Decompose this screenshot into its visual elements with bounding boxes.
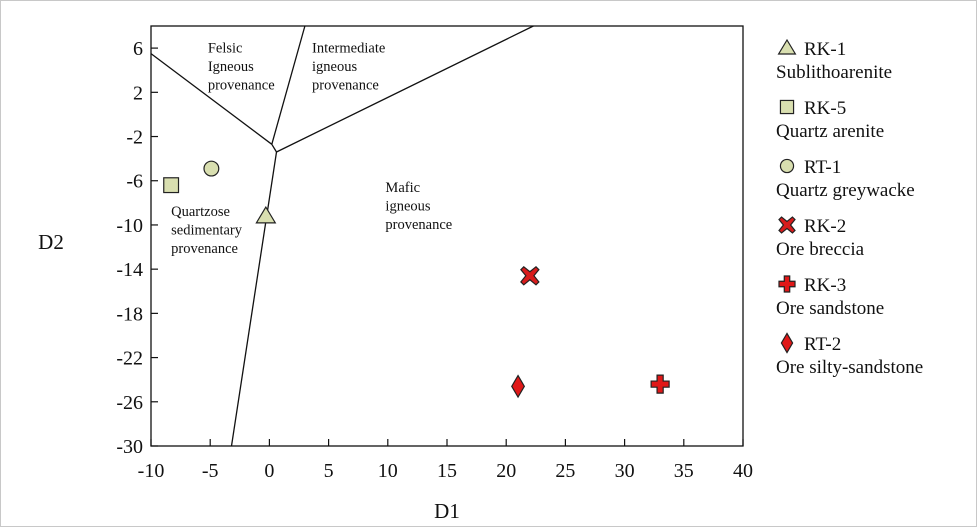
- provenance-boundaries: [150, 25, 534, 447]
- data-point-rk-5: [163, 177, 180, 194]
- legend-series-description: Ore sandstone: [776, 298, 884, 319]
- y-tick-label: -14: [116, 259, 143, 281]
- x-tick-label: 10: [378, 460, 398, 482]
- region-label: Mafic igneous provenance: [385, 180, 452, 233]
- region-label-line: provenance: [171, 241, 238, 257]
- region-label-line: Mafic: [385, 180, 420, 196]
- legend-series-name: RT-2: [804, 334, 841, 355]
- data-point-rk-1: [255, 205, 277, 224]
- legend-marker-cross-icon: [778, 275, 796, 293]
- region-label-line: Igneous: [208, 59, 254, 75]
- y-axis-title: D2: [38, 230, 64, 254]
- legend-series-description: Sublithoarenite: [776, 62, 892, 83]
- legend-marker-square-icon: [779, 99, 795, 115]
- y-tick-label: -30: [116, 436, 143, 458]
- legend-series-name: RK-1: [804, 39, 846, 60]
- y-tick-label: -6: [126, 171, 143, 193]
- x-tick-label: -10: [138, 460, 165, 482]
- x-tick-label: 20: [496, 460, 516, 482]
- legend-series-description: Ore breccia: [776, 239, 865, 260]
- y-tick-label: -2: [126, 127, 143, 149]
- y-tick-label: -10: [116, 215, 143, 237]
- region-label-line: Quartzose: [171, 204, 230, 220]
- legend-marker-circle-icon: [779, 158, 795, 174]
- region-label: Felsic Igneous provenance: [208, 41, 275, 94]
- region-labels: Felsic Igneous provenance Intermediate igneo…: [171, 41, 452, 258]
- x-tick-label: 0: [264, 460, 274, 482]
- boundary-line-1: [150, 53, 273, 145]
- data-point-rt-2: [511, 374, 526, 399]
- boundary-line-2: [271, 25, 306, 145]
- region-label-line: Felsic: [208, 41, 243, 57]
- data-point-rk-3: [650, 374, 670, 394]
- y-axis: 6 2 -2 -6 -10 -14 -18 -22 -26 -30: [116, 38, 158, 458]
- data-points: [163, 160, 670, 399]
- legend-series-description: Ore silty-sandstone: [776, 357, 923, 378]
- y-tick-label: -22: [116, 348, 143, 370]
- y-tick-label: 2: [133, 82, 143, 104]
- y-tick-label: -18: [116, 303, 143, 325]
- x-tick-label: 25: [555, 460, 575, 482]
- x-axis-title: D1: [434, 499, 460, 523]
- boundary-line-4: [276, 25, 534, 153]
- legend-series-name: RK-3: [804, 275, 846, 296]
- region-label-line: provenance: [208, 78, 275, 94]
- legend-series-name: RT-1: [804, 157, 841, 178]
- region-label: Quartzose sedimentary provenance: [171, 204, 243, 257]
- legend-series-description: Quartz arenite: [776, 121, 884, 142]
- data-point-rt-1: [203, 160, 220, 177]
- boundary-line-3: [271, 143, 278, 153]
- x-tick-label: 5: [324, 460, 334, 482]
- legend-series-name: RK-2: [804, 216, 846, 237]
- legend-marker-triangle-icon: [777, 38, 797, 55]
- data-point-rk-2: [520, 265, 540, 286]
- region-label-line: igneous: [385, 198, 430, 214]
- x-tick-label: -5: [202, 460, 219, 482]
- region-label-line: provenance: [312, 78, 379, 94]
- region-label-line: sedimentary: [171, 223, 243, 239]
- y-tick-label: 6: [133, 38, 143, 60]
- region-label-line: Intermediate: [312, 41, 385, 57]
- y-tick-label: -26: [116, 392, 143, 414]
- region-label-line: igneous: [312, 59, 357, 75]
- region-label: Intermediate igneous provenance: [312, 41, 385, 94]
- legend-series-description: Quartz greywacke: [776, 180, 915, 201]
- x-tick-label: 30: [615, 460, 635, 482]
- legend-series-name: RK-5: [804, 98, 846, 119]
- boundary-line-5: [230, 151, 278, 447]
- region-label-line: provenance: [385, 217, 452, 233]
- x-axis: -10 -5 0 5 10 15 20 25 30 35 40: [138, 439, 753, 482]
- x-tick-label: 35: [674, 460, 694, 482]
- legend-marker-x-icon: [778, 216, 796, 234]
- x-tick-label: 40: [733, 460, 753, 482]
- x-tick-label: 15: [437, 460, 457, 482]
- legend-marker-diamond-icon: [780, 332, 794, 354]
